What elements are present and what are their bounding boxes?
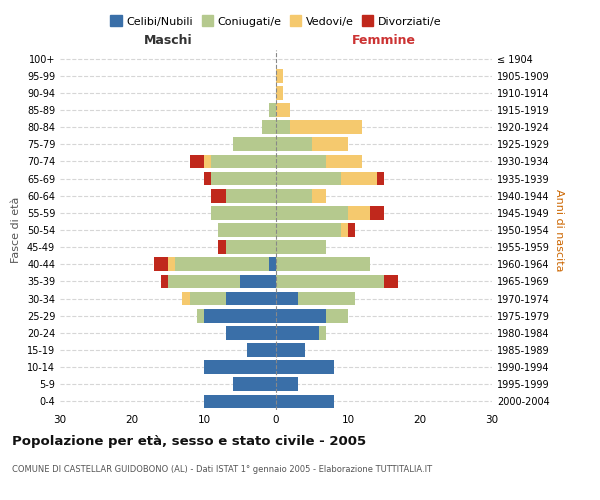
Bar	[211, 206, 276, 220]
Y-axis label: Anni di nascita: Anni di nascita	[554, 188, 563, 271]
Bar	[161, 274, 168, 288]
Bar	[218, 240, 226, 254]
Bar	[197, 309, 204, 322]
Bar	[276, 274, 384, 288]
Bar	[276, 69, 283, 82]
Bar	[154, 258, 168, 271]
Bar	[204, 172, 211, 185]
Bar	[326, 309, 348, 322]
Bar	[290, 120, 362, 134]
Legend: Celibi/Nubili, Coniugati/e, Vedovi/e, Divorziati/e: Celibi/Nubili, Coniugati/e, Vedovi/e, Di…	[106, 12, 446, 32]
Y-axis label: Fasce di età: Fasce di età	[11, 197, 21, 263]
Bar	[211, 172, 276, 185]
Bar	[348, 206, 370, 220]
Bar	[312, 138, 348, 151]
Bar	[233, 138, 276, 151]
Bar	[370, 206, 384, 220]
Bar	[276, 258, 370, 271]
Bar	[276, 172, 341, 185]
Bar	[211, 189, 226, 202]
Text: Popolazione per età, sesso e stato civile - 2005: Popolazione per età, sesso e stato civil…	[12, 435, 366, 448]
Bar	[218, 223, 276, 237]
Bar	[204, 360, 276, 374]
Bar	[276, 189, 312, 202]
Bar	[204, 154, 211, 168]
Bar	[168, 274, 240, 288]
Bar	[226, 240, 276, 254]
Bar	[276, 154, 326, 168]
Bar	[276, 378, 298, 391]
Text: COMUNE DI CASTELLAR GUIDOBONO (AL) - Dati ISTAT 1° gennaio 2005 - Elaborazione T: COMUNE DI CASTELLAR GUIDOBONO (AL) - Dat…	[12, 465, 432, 474]
Bar	[276, 394, 334, 408]
Bar	[175, 258, 269, 271]
Bar	[247, 343, 276, 357]
Text: Femmine: Femmine	[352, 34, 416, 46]
Bar	[276, 86, 283, 100]
Bar	[377, 172, 384, 185]
Bar	[269, 258, 276, 271]
Bar	[204, 309, 276, 322]
Bar	[276, 292, 298, 306]
Bar	[211, 154, 276, 168]
Bar	[276, 223, 341, 237]
Bar	[276, 103, 290, 117]
Bar	[226, 292, 276, 306]
Bar	[182, 292, 190, 306]
Bar	[240, 274, 276, 288]
Bar	[384, 274, 398, 288]
Bar	[262, 120, 276, 134]
Bar	[204, 394, 276, 408]
Bar	[190, 154, 204, 168]
Bar	[298, 292, 355, 306]
Bar	[276, 206, 348, 220]
Bar	[276, 120, 290, 134]
Bar	[269, 103, 276, 117]
Bar	[326, 154, 362, 168]
Text: Maschi: Maschi	[143, 34, 193, 46]
Bar	[226, 189, 276, 202]
Bar	[226, 326, 276, 340]
Bar	[276, 343, 305, 357]
Bar	[276, 138, 312, 151]
Bar	[190, 292, 226, 306]
Bar	[341, 172, 377, 185]
Bar	[312, 189, 326, 202]
Bar	[348, 223, 355, 237]
Bar	[276, 309, 326, 322]
Bar	[276, 240, 326, 254]
Bar	[168, 258, 175, 271]
Bar	[276, 360, 334, 374]
Bar	[276, 326, 319, 340]
Bar	[233, 378, 276, 391]
Bar	[341, 223, 348, 237]
Bar	[319, 326, 326, 340]
